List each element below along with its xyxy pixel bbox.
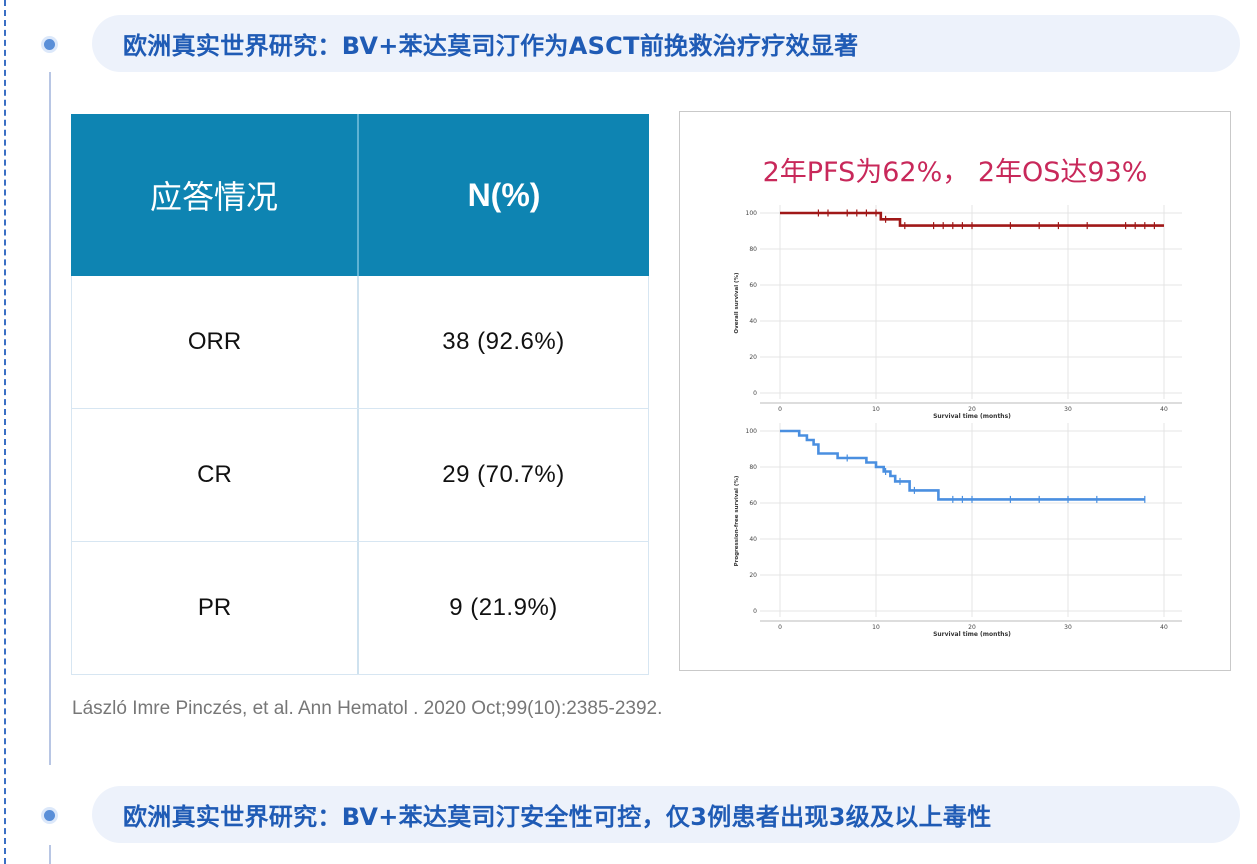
- table-cell-value: 38 (92.6%): [442, 328, 565, 355]
- bullet-dot: [44, 810, 55, 821]
- section-title-pill: 欧洲真实世界研究：BV+苯达莫司汀作为ASCT前挽救治疗疗效显著: [92, 15, 1240, 72]
- y-tick-label: 100: [746, 428, 758, 435]
- page-left-dashed-border: [4, 0, 6, 864]
- table-header-cell: N(%): [467, 176, 541, 213]
- pfs-survival-line: [780, 429, 1145, 501]
- table-row: CR 29 (70.7%): [72, 409, 648, 542]
- x-tick-label: 0: [778, 406, 782, 413]
- section-title-pill: 欧洲真实世界研究：BV+苯达莫司汀安全性可控，仅3例患者出现3级及以上毒性: [92, 786, 1240, 843]
- table-cell-label: ORR: [72, 276, 359, 408]
- y-tick-label: 40: [749, 318, 757, 325]
- y-tick-label: 0: [753, 390, 757, 397]
- table-cell-value: 29 (70.7%): [442, 461, 565, 488]
- x-tick-label: 30: [1064, 406, 1072, 413]
- table-header-row: 应答情况 N(%): [71, 114, 649, 276]
- x-tick-label: 0: [778, 624, 782, 631]
- citation: László Imre Pinczés, et al. Ann Hematol …: [72, 698, 663, 719]
- x-tick-label: 40: [1160, 624, 1168, 631]
- table-row: PR 9 (21.9%): [72, 542, 648, 675]
- y-axis-title: Overall survival (%): [734, 272, 740, 334]
- table-cell-label: CR: [72, 409, 359, 541]
- x-axis-title: Survival time (months): [933, 413, 1011, 420]
- x-tick-label: 30: [1064, 624, 1072, 631]
- y-tick-label: 60: [749, 500, 757, 507]
- y-tick-label: 40: [749, 536, 757, 543]
- table-row: ORR 38 (92.6%): [72, 276, 648, 409]
- section-title: 欧洲真实世界研究：BV+苯达莫司汀安全性可控，仅3例患者出现3级及以上毒性: [123, 803, 992, 831]
- timeline-line: [49, 845, 51, 864]
- survival-figure: 2年PFS为62%， 2年OS达93% 0 20 40 60 80 100 0 10 20 30 4…: [679, 111, 1231, 671]
- y-tick-label: 20: [749, 572, 757, 579]
- table-header-cell: 应答情况: [71, 114, 359, 276]
- y-tick-label: 0: [753, 608, 757, 615]
- x-tick-label: 40: [1160, 406, 1168, 413]
- x-axis-title: Survival time (months): [933, 631, 1011, 638]
- y-tick-label: 60: [749, 282, 757, 289]
- x-tick-label: 10: [872, 406, 880, 413]
- x-tick-label: 20: [968, 406, 976, 413]
- timeline-line: [49, 72, 51, 765]
- x-tick-label: 20: [968, 624, 976, 631]
- y-tick-label: 100: [746, 210, 758, 217]
- os-survival-line: [780, 211, 1164, 227]
- figure-caption: 2年PFS为62%， 2年OS达93%: [762, 157, 1148, 188]
- x-tick-label: 10: [872, 624, 880, 631]
- y-tick-label: 20: [749, 354, 757, 361]
- table-cell-value: 9 (21.9%): [449, 594, 558, 621]
- y-tick-label: 80: [749, 464, 757, 471]
- bullet-dot: [44, 39, 55, 50]
- y-tick-label: 80: [749, 246, 757, 253]
- response-table: 应答情况 N(%) ORR 38 (92.6%) CR 29 (70.7%) P…: [71, 114, 649, 675]
- table-cell-label: PR: [72, 542, 359, 674]
- section-title: 欧洲真实世界研究：BV+苯达莫司汀作为ASCT前挽救治疗疗效显著: [123, 32, 859, 60]
- y-axis-title: Progression-free survival (%): [734, 475, 740, 566]
